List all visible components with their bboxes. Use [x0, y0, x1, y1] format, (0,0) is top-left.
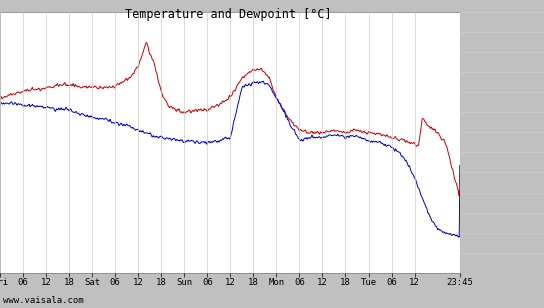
Text: www.vaisala.com: www.vaisala.com — [3, 296, 83, 305]
Text: Temperature and Dewpoint [°C]: Temperature and Dewpoint [°C] — [125, 8, 332, 21]
